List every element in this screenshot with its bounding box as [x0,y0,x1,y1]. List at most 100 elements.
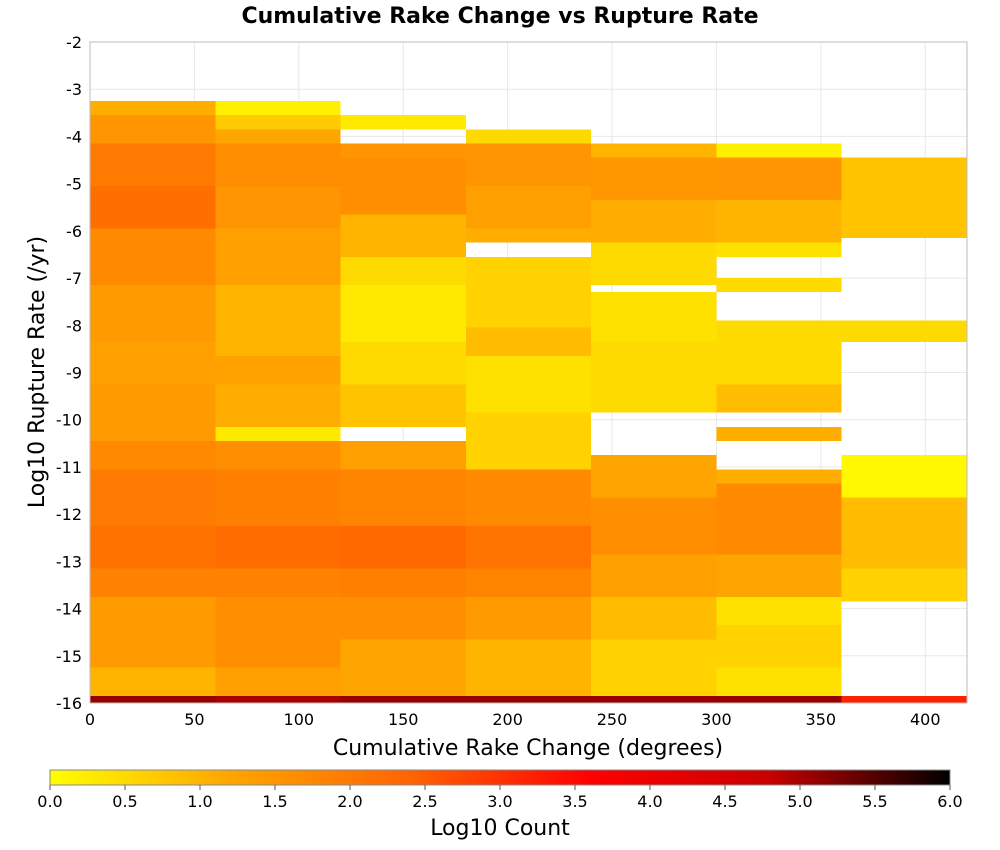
heatmap-cell [90,525,216,569]
heatmap-cell [841,497,967,569]
y-tick-label: -3 [66,80,82,99]
heatmap-cell [215,101,341,116]
heatmap-cell [215,667,341,696]
heatmap-cell [465,143,592,187]
heatmap-cell [215,384,341,427]
heatmap-cell [591,143,717,158]
heatmap-cell [465,355,592,413]
heatmap-cell [716,625,842,668]
heatmap-cell [716,469,842,484]
x-tick-label: 350 [806,710,837,729]
heatmap-cell [215,596,341,668]
heatmap-cell [215,695,341,703]
y-axis-label: Log10 Rupture Rate (/yr) [25,236,50,508]
heatmap-cell [591,200,717,243]
y-tick-label: -13 [56,552,82,571]
heatmap-cell [591,497,717,555]
heatmap-cell [340,469,466,526]
heatmap-cell [591,596,717,640]
y-tick-label: -6 [66,222,82,241]
y-tick-label: -2 [66,33,82,52]
heatmap-cell [340,214,466,257]
colorbar-tick-label: 5.0 [787,792,812,811]
colorbar-tick-label: 1.5 [262,792,287,811]
heatmap-cell [340,525,466,569]
heatmap-cell [716,157,842,201]
heatmap-cell [340,285,466,342]
heatmap-cell [215,129,341,144]
heatmap-cell [591,242,717,286]
x-tick-label: 200 [492,710,523,729]
heatmap-cell [90,596,216,668]
heatmap-cell [716,426,842,441]
heatmap-cell [90,440,216,470]
heatmap-cell [215,426,341,441]
heatmap-cell [340,440,466,470]
colorbar-ticks: 0.0 0.5 1.0 1.5 2.0 2.5 3.0 3.5 4.0 4.5 5.0 5.5 6.0 [37,785,963,811]
colorbar-tick-label: 2.5 [412,792,437,811]
heatmap-cell [841,455,967,498]
heatmap-cell [716,200,842,243]
heatmap-cell [465,256,592,328]
heatmap-cell [841,320,967,342]
heatmap-cell [215,355,341,385]
heatmap-cell [465,327,592,356]
y-tick-label: -9 [66,364,82,383]
heatmap-cell [465,695,592,703]
colorbar-tick-label: 6.0 [937,792,962,811]
heatmap-cell [716,384,842,413]
heatmap-cell [591,639,717,696]
heatmap-cell [90,101,216,116]
y-axis-ticks: -2 -3 -4 -5 -6 -7 -8 -9 -10 -11 -12 -13 -14 -15 -16 [56,33,82,713]
x-tick-label: 300 [701,710,732,729]
colorbar-tick-label: 1.0 [187,792,212,811]
heatmap-cell [340,143,466,158]
heatmap-cell [716,596,842,626]
heatmap-cell [591,695,717,703]
heatmap-cell [465,186,592,229]
colorbar-tick-label: 0.0 [37,792,62,811]
heatmap-cell [716,320,842,385]
x-tick-label: 400 [910,710,941,729]
heatmap-cell [340,596,466,640]
heatmap-cell [340,384,466,427]
heatmap-cell [340,256,466,286]
heatmap-cell [215,525,341,569]
heatmap-cell [591,554,717,597]
x-tick-label: 50 [184,710,204,729]
heatmap-cell [841,695,967,703]
heatmap-cell [591,341,717,413]
y-tick-label: -11 [56,458,82,477]
heatmap-cell [716,278,842,293]
y-tick-label: -4 [66,127,82,146]
heatmap-cell [90,568,216,597]
heatmap-cell [465,639,592,696]
heatmap-cell [215,469,341,526]
heatmap-cell [90,115,216,144]
heatmap-cell [90,228,216,286]
heatmap-cell [215,285,341,356]
heatmap-cell [215,568,341,597]
heatmap-cell [465,596,592,640]
heatmap-cell [716,143,842,158]
colorbar-tick-label: 0.5 [112,792,137,811]
y-tick-label: -15 [56,647,82,666]
x-axis-ticks: 0 50 100 150 200 250 300 350 400 [85,710,941,729]
heatmap-cell [465,469,592,526]
heatmap-cell [716,667,842,696]
colorbar-tick-label: 3.5 [562,792,587,811]
y-tick-label: -14 [56,600,82,619]
plot-area-frame [89,41,968,704]
heatmap-cell [465,412,592,470]
heatmap-cell [90,186,216,229]
colorbar [49,769,951,786]
x-axis-label: Cumulative Rake Change (degrees) [333,736,723,761]
heatmap-cell [90,667,216,696]
colorbar-tick-label: 4.5 [712,792,737,811]
heatmap-cell [215,186,341,229]
y-tick-label: -5 [66,175,82,194]
x-tick-label: 100 [284,710,315,729]
x-tick-label: 0 [85,710,95,729]
heatmap-cell [591,455,717,498]
